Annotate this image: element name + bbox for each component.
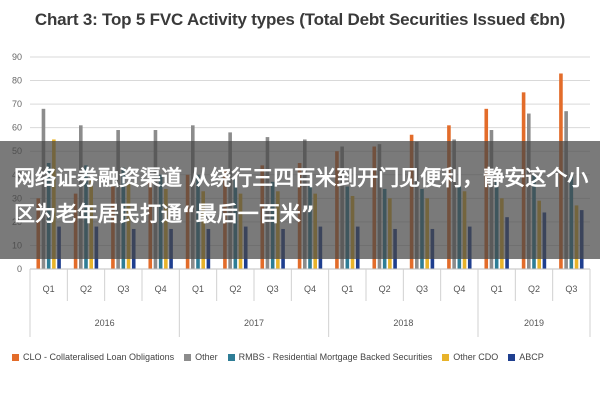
legend-label: ABCP (519, 352, 544, 362)
legend-item: CLO - Collateralised Loan Obligations (12, 352, 174, 362)
legend-label: RMBS - Residential Mortgage Backed Secur… (238, 352, 433, 362)
legend-item: Other (184, 352, 218, 362)
legend-item: Other CDO (442, 352, 498, 362)
caption-overlay-band (0, 141, 600, 259)
legend-swatch (12, 353, 19, 361)
x-tick-label: Q1 (341, 284, 353, 294)
x-tick-label: Q4 (304, 284, 316, 294)
x-tick-label: Q3 (117, 284, 129, 294)
x-tick-label: Q2 (80, 284, 92, 294)
chart-title: Chart 3: Top 5 FVC Activity types (Total… (34, 10, 566, 29)
x-tick-label: Q2 (379, 284, 391, 294)
x-tick-label: Q3 (267, 284, 279, 294)
x-tick-label: Q4 (453, 284, 465, 294)
legend-swatch (184, 353, 192, 361)
legend-item: ABCP (508, 352, 544, 362)
year-label: 2016 (95, 318, 115, 328)
caption-overlay-text: 网络证券融资渠道 从绕行三四百米到开门见便利，静安这个小区为老年居民打通“最后一… (14, 166, 589, 226)
y-tick-label: 70 (12, 99, 22, 109)
year-label: 2017 (244, 318, 264, 328)
x-tick-label: Q2 (528, 284, 540, 294)
legend-item: RMBS - Residential Mortgage Backed Secur… (227, 352, 433, 362)
x-tick-label: Q1 (491, 284, 503, 294)
x-tick-label: Q1 (192, 284, 204, 294)
legend-swatch (442, 353, 450, 361)
x-tick-label: Q3 (565, 284, 577, 294)
x-tick-label: Q1 (43, 284, 55, 294)
year-label: 2018 (393, 318, 413, 328)
legend-label: Other CDO (453, 352, 499, 362)
legend-label: Other (195, 352, 218, 362)
x-tick-label: Q2 (229, 284, 241, 294)
x-tick-label: Q4 (155, 284, 167, 294)
y-tick-label: 90 (12, 52, 22, 62)
legend-swatch (508, 353, 516, 361)
legend-swatch (227, 353, 235, 361)
y-tick-label: 80 (12, 76, 22, 86)
y-tick-label: 60 (12, 123, 22, 133)
legend-label: CLO - Collateralised Loan Obligations (23, 352, 175, 362)
year-label: 2019 (524, 318, 544, 328)
chart-legend: CLO - Collateralised Loan Obligations Oth… (12, 352, 600, 362)
x-tick-label: Q3 (416, 284, 428, 294)
y-tick-label: 0 (17, 264, 22, 274)
